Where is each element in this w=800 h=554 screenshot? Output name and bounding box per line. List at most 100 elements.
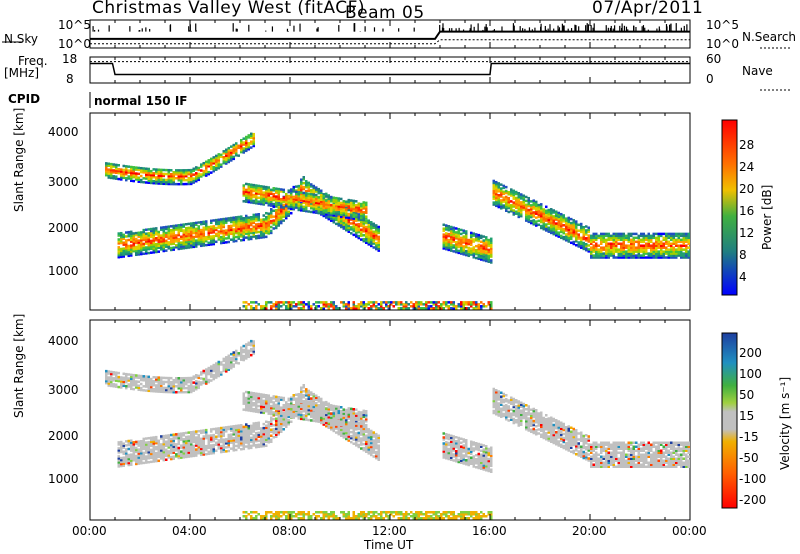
power-cell [477, 245, 480, 249]
velocity-cell [247, 341, 250, 345]
power-cell [372, 242, 375, 245]
power-cell [477, 239, 480, 243]
velocity-cell [160, 386, 163, 390]
velocity-cell [147, 444, 150, 448]
power-cell [480, 236, 483, 240]
velocity-cell [232, 355, 235, 358]
power-cell [290, 191, 293, 195]
power-cell [240, 150, 243, 154]
velocity-cell [285, 415, 288, 418]
velocity-cell [170, 384, 173, 388]
power-cell [247, 216, 250, 219]
power-cell [285, 198, 288, 202]
power-cell [570, 217, 573, 221]
power-cell [125, 167, 128, 170]
power-cell [125, 243, 128, 246]
velocity-cell [217, 433, 220, 436]
velocity-cell [120, 460, 123, 464]
power-cell [167, 178, 170, 182]
velocity-cell [167, 440, 170, 443]
velocity-cell [217, 445, 220, 448]
power-cell [472, 232, 475, 235]
power-cell [260, 307, 263, 310]
power-cell [597, 244, 600, 247]
velocity-cell [172, 443, 175, 446]
velocity-cell [142, 453, 145, 457]
power-cell [130, 252, 133, 255]
power-cell [240, 139, 243, 142]
power-cell [355, 205, 358, 209]
power-cell [217, 161, 220, 164]
velocity-cell [240, 426, 243, 429]
velocity-cell [245, 345, 248, 348]
power-cell [267, 200, 270, 203]
velocity-cell [285, 517, 288, 520]
freq-tick-bottom: 8 [66, 72, 74, 86]
power-cell [457, 227, 460, 231]
power-cell [490, 243, 493, 246]
velocity-cell [127, 447, 130, 451]
velocity-cell [185, 453, 188, 457]
power-cell [110, 162, 113, 166]
power-cell [230, 220, 233, 224]
power-cell [420, 307, 423, 310]
power-cell [192, 169, 195, 172]
power-cell [182, 237, 185, 240]
power-cell [502, 196, 505, 199]
power-cell [452, 238, 455, 241]
velocity-cell [257, 408, 260, 412]
velocity-cell [127, 373, 130, 376]
power-cell [225, 229, 228, 232]
power-cell [545, 209, 548, 212]
power-cell [520, 205, 523, 208]
velocity-cell [127, 457, 130, 461]
power-cell [245, 194, 248, 198]
velocity-cell [272, 405, 275, 408]
power-cell [430, 307, 433, 310]
power-cell [210, 219, 213, 223]
power-cell [350, 222, 353, 225]
velocity-cell [232, 357, 235, 360]
velocity-cell [247, 436, 250, 440]
power-cell [315, 188, 318, 191]
power-cell [255, 194, 258, 197]
power-cell [465, 251, 468, 255]
velocity-cell [242, 356, 245, 360]
power-cell [545, 211, 548, 214]
power-cell [610, 252, 613, 255]
power-cell [322, 208, 325, 212]
power-cell [357, 206, 360, 209]
power-cell [347, 200, 350, 204]
velocity-cell [187, 435, 190, 438]
velocity-cell [122, 462, 125, 465]
power-cell [142, 177, 145, 180]
power-cell [310, 183, 313, 186]
power-cell [605, 250, 608, 253]
power-cell [415, 307, 418, 310]
power-cell [132, 170, 135, 173]
power-cell [220, 229, 223, 233]
power-cell [220, 224, 223, 227]
power-cell [247, 228, 250, 231]
velocity-cell [142, 451, 145, 455]
power-cell [300, 191, 303, 194]
velocity-cell [245, 355, 248, 358]
power-cell [220, 235, 223, 239]
power-cell [180, 178, 183, 182]
power-cell [535, 212, 538, 215]
power-cell [622, 254, 625, 257]
power-cell [352, 301, 355, 304]
velocity-cell [265, 513, 268, 516]
velocity-cell [262, 436, 265, 440]
power-cell [527, 220, 530, 224]
power-cell [140, 235, 143, 238]
power-cell [167, 235, 170, 238]
power-cell [250, 237, 253, 241]
power-cell [115, 165, 118, 169]
velocity-cell [245, 402, 248, 406]
velocity-cell [260, 435, 263, 438]
power-cell [217, 238, 220, 241]
power-cell [170, 246, 173, 250]
power-cell [150, 235, 153, 239]
power-cell [160, 180, 163, 183]
